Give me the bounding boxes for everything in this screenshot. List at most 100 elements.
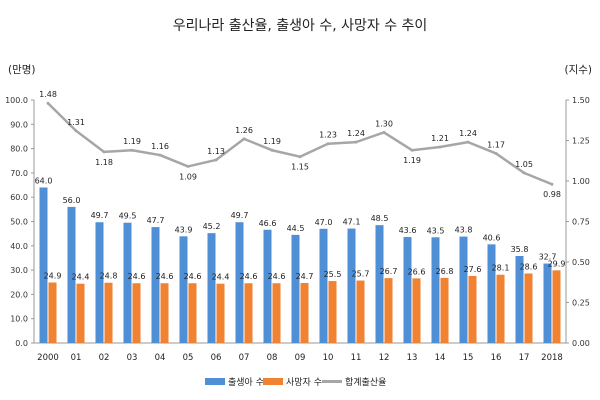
right-tick-label: 0.00 [572,339,590,348]
x-tick-label: 09 [295,353,306,363]
bar-deaths [48,282,57,343]
line-point [214,158,218,162]
right-tick-label: 0.50 [572,258,590,267]
plot-area: 0.0 10.0 20.0 30.0 40.0 50.0 60.0 70.0 80.0 90.0 1… [5,90,590,363]
bar-births [431,237,440,343]
bar-deaths [496,274,505,343]
bar-births-label: 40.6 [483,233,501,242]
line-point [46,101,50,105]
bar-births [235,222,244,343]
x-tick-label: 16 [491,353,502,363]
left-tick-label: 0.0 [15,339,28,348]
line-point-label: 1.23 [319,131,337,140]
legend-swatch [263,378,283,385]
bar-births [319,228,328,343]
line-point-label: 1.24 [347,129,365,138]
line-point [102,150,106,154]
bar-deaths-label: 24.6 [156,272,174,281]
bar-births-label: 47.7 [147,216,165,225]
x-tick-label: 14 [435,353,446,363]
x-tick-label: 12 [379,353,390,363]
line-point-label: 1.48 [39,90,57,99]
right-tick-label: 1.50 [572,96,590,105]
bar-births [543,263,552,343]
bar-deaths-label: 24.6 [268,272,286,281]
line-point [130,148,134,152]
legend-item: 사망자 수 [263,377,322,388]
left-axis-unit: (만명) [8,64,36,76]
line-point [550,182,554,186]
left-tick-label: 90.0 [10,120,28,129]
line-point [494,151,498,155]
left-tick-label: 50.0 [10,218,28,227]
legend-item: 합계출산율 [322,376,386,388]
x-tick-label: 06 [211,353,222,363]
bar-deaths-label: 24.8 [100,272,118,281]
bar-deaths-label: 26.8 [436,267,454,276]
bar-deaths [104,282,113,343]
bar-births [39,187,48,343]
bar-deaths [132,283,141,343]
bar-births [459,236,468,343]
right-tick-label: 1.25 [572,137,590,146]
x-tick-label: 2000 [37,353,59,363]
line-point-label: 1.31 [67,118,85,127]
bar-deaths-label: 28.6 [520,263,538,272]
line-point-label: 1.13 [207,147,225,156]
bar-deaths [356,280,365,343]
x-tick-label: 04 [155,353,166,363]
x-tick-label: 07 [239,353,250,363]
bar-births [179,236,188,343]
bar-births-label: 45.2 [203,222,221,231]
line-point [74,129,78,133]
bar-births-label: 43.9 [175,225,193,234]
bar-deaths-label: 26.6 [408,267,426,276]
line-point-label: 1.21 [431,134,449,143]
bar-births-label: 64.0 [35,176,53,185]
bar-deaths [524,273,533,343]
line-point [326,142,330,146]
x-tick-label: 10 [323,353,334,363]
left-tick-label: 30.0 [10,266,28,275]
bar-births [515,256,524,343]
bar-deaths [216,283,225,343]
legend-item: 출생아 수 [205,377,264,388]
line-point-label: 1.19 [123,137,141,146]
line-point [298,155,302,159]
line-point [354,140,358,144]
bar-births-label: 56.0 [63,196,81,205]
bar-deaths [300,282,309,343]
bar-deaths-label: 27.6 [464,265,482,274]
x-tick-label: 02 [99,353,110,363]
line-point [466,140,470,144]
bar-deaths-label: 24.6 [240,272,258,281]
line-point-label: 1.09 [179,172,197,181]
right-tick-label: 1.00 [572,177,590,186]
x-tick-label: 2018 [541,353,563,363]
x-tick-label: 11 [351,353,362,363]
right-axis-unit: (지수) [564,64,592,76]
bar-births-label: 49.7 [231,211,249,220]
bar-births [95,222,104,343]
legend: 출생아 수 사망자 수 합계출산율 [205,376,386,388]
bar-births-label: 46.6 [259,219,277,228]
bar-births [375,225,384,343]
bar-births-label: 43.8 [455,226,473,235]
line-point-label: 1.30 [375,119,393,128]
line-point [382,130,386,134]
line-point-label: 1.24 [459,129,477,138]
right-tick-label: 0.75 [572,218,590,227]
legend-label: 사망자 수 [286,377,322,388]
line-point-label: 1.15 [291,163,309,172]
bar-births-label: 35.8 [511,245,529,254]
bar-deaths-label: 24.9 [44,271,62,280]
bar-births-label: 47.0 [315,218,333,227]
bar-deaths-label: 24.6 [128,272,146,281]
x-tick-label: 08 [267,353,278,363]
bar-births [347,228,356,343]
bar-births-label: 49.5 [119,212,137,221]
chart-title: 우리나라 출산율, 출생아 수, 사망자 수 추이 [173,18,428,34]
x-tick-label: 17 [519,353,530,363]
line-point [242,137,246,141]
bar-deaths [188,283,197,343]
